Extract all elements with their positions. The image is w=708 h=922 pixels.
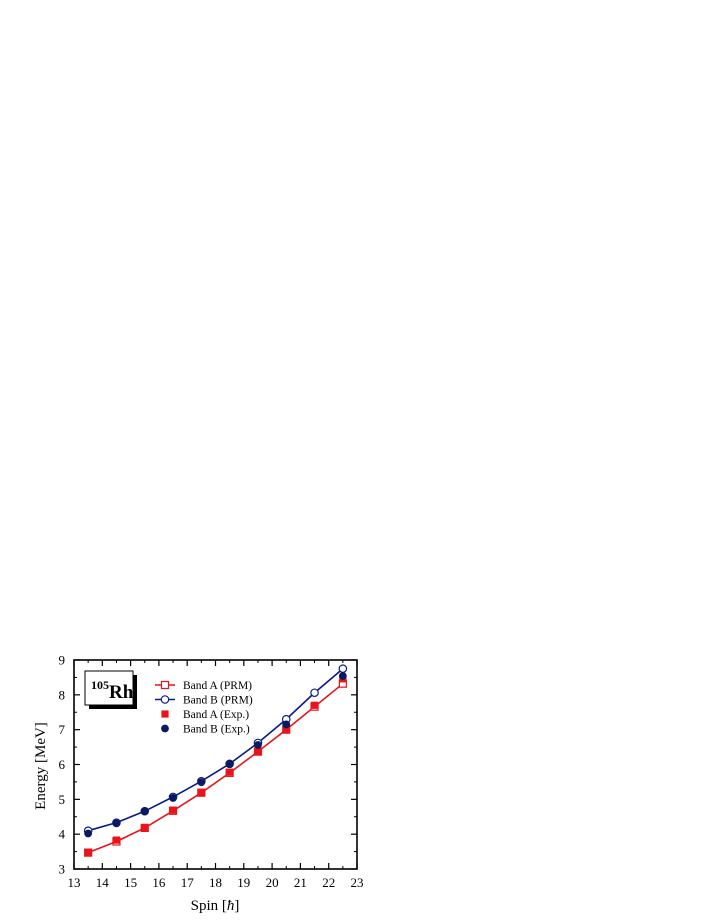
axes-layer: 13 14 15 16 17 18 19 20 21 22 23 3 4 5 6 7 8 9 — [59, 653, 364, 891]
x-tick-label: 19 — [237, 875, 250, 890]
series-3-point — [282, 720, 291, 729]
legend-label-1: Band B (PRM) — [183, 695, 253, 707]
legend-label-3: Band B (Exp.) — [183, 724, 250, 736]
x-axis-title-hbar: ħ — [227, 898, 235, 914]
nucleus-label: 105Rh — [91, 678, 134, 703]
series-2-point — [112, 836, 121, 844]
y-tick-label: 3 — [59, 862, 66, 877]
x-tick-label: 22 — [322, 875, 335, 890]
x-axis-title: Spin [ħ] — [191, 898, 240, 914]
x-tick-label: 15 — [124, 875, 137, 890]
x-tick-label: 20 — [266, 875, 279, 890]
x-tick-label: 23 — [351, 875, 364, 890]
series-2-point — [254, 748, 262, 756]
plot-layer — [83, 664, 348, 857]
x-tick-label: 14 — [96, 875, 110, 890]
y-tick-label: 7 — [59, 722, 66, 737]
series-2-point — [169, 806, 177, 814]
x-tick-label: 13 — [68, 875, 81, 890]
nucleus-label-frame — [84, 670, 134, 706]
series-2-point — [310, 701, 319, 709]
series-2-point — [282, 726, 290, 734]
x-axis-title-suffix: ] — [234, 898, 239, 914]
series-2-point — [197, 788, 205, 796]
y-tick-label: 6 — [59, 757, 66, 772]
series-3-point — [169, 794, 177, 802]
legend-marker-3 — [161, 724, 169, 733]
y-tick-label: 9 — [59, 653, 66, 668]
legend-label-0: Band A (PRM) — [183, 680, 252, 692]
series-3-point — [254, 741, 262, 749]
series-3-point — [225, 760, 234, 769]
series-2-point — [84, 848, 92, 856]
series-3-point — [140, 807, 149, 816]
nucleus-symbol: Rh — [109, 682, 134, 703]
y-tick-label: 5 — [59, 792, 66, 807]
y-tick-label: 4 — [59, 827, 66, 842]
nucleus-mass: 105 — [91, 678, 109, 692]
series-1-line — [87, 668, 344, 832]
legend: Band A (PRM) Band B (PRM) Band A (Exp.) Ban… — [155, 680, 253, 736]
y-axis-title: Energy [MeV] — [33, 722, 49, 810]
series-1-point — [310, 688, 319, 698]
series-3-point — [112, 819, 121, 828]
x-axis-title-prefix: Spin [ — [191, 898, 227, 914]
legend-label-2: Band A (Exp.) — [183, 709, 249, 721]
x-tick-label: 21 — [294, 875, 307, 890]
legend-marker-1 — [160, 695, 170, 704]
legend-marker-0 — [160, 680, 170, 690]
series-3-point — [338, 672, 347, 680]
x-tick-label: 17 — [181, 875, 195, 890]
x-tick-label: 18 — [209, 875, 222, 890]
series-3-point — [84, 829, 93, 838]
x-tick-label: 16 — [152, 875, 166, 890]
series-0-line — [87, 683, 344, 854]
series-1-point — [338, 664, 348, 674]
series-2-point — [226, 768, 234, 776]
series-3-point — [197, 778, 206, 787]
y-tick-label: 8 — [59, 687, 66, 702]
legend-marker-2 — [161, 710, 169, 718]
series-2-point — [141, 823, 149, 832]
nucleus-label-box: 105Rh — [84, 670, 137, 709]
